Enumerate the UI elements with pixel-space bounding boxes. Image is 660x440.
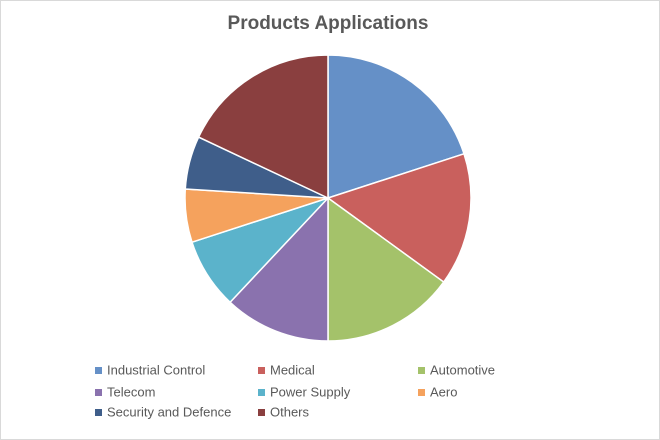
legend-swatch <box>258 367 265 374</box>
legend-label: Industrial Control <box>107 362 205 377</box>
legend-swatch <box>258 409 265 416</box>
pie-slice <box>327 54 465 200</box>
legend-label: Others <box>270 404 310 419</box>
chart-title: Products Applications <box>228 13 429 34</box>
legend-swatch <box>95 409 102 416</box>
legend-swatch <box>95 367 102 374</box>
legend-label: Telecom <box>107 384 155 399</box>
pie-slice <box>326 152 472 284</box>
legend-label: Power Supply <box>270 384 351 399</box>
pie-slice <box>327 196 445 342</box>
legend-label: Medical <box>270 362 315 377</box>
legend-swatch <box>95 389 102 396</box>
legend-label: Automotive <box>430 362 495 377</box>
legend-swatch <box>258 389 265 396</box>
legend-label: Aero <box>430 384 457 399</box>
legend-swatch <box>418 389 425 396</box>
pie-slice <box>197 54 329 200</box>
legend-label: Security and Defence <box>107 404 231 419</box>
legend-swatch <box>418 367 425 374</box>
pie-slice <box>229 196 329 342</box>
